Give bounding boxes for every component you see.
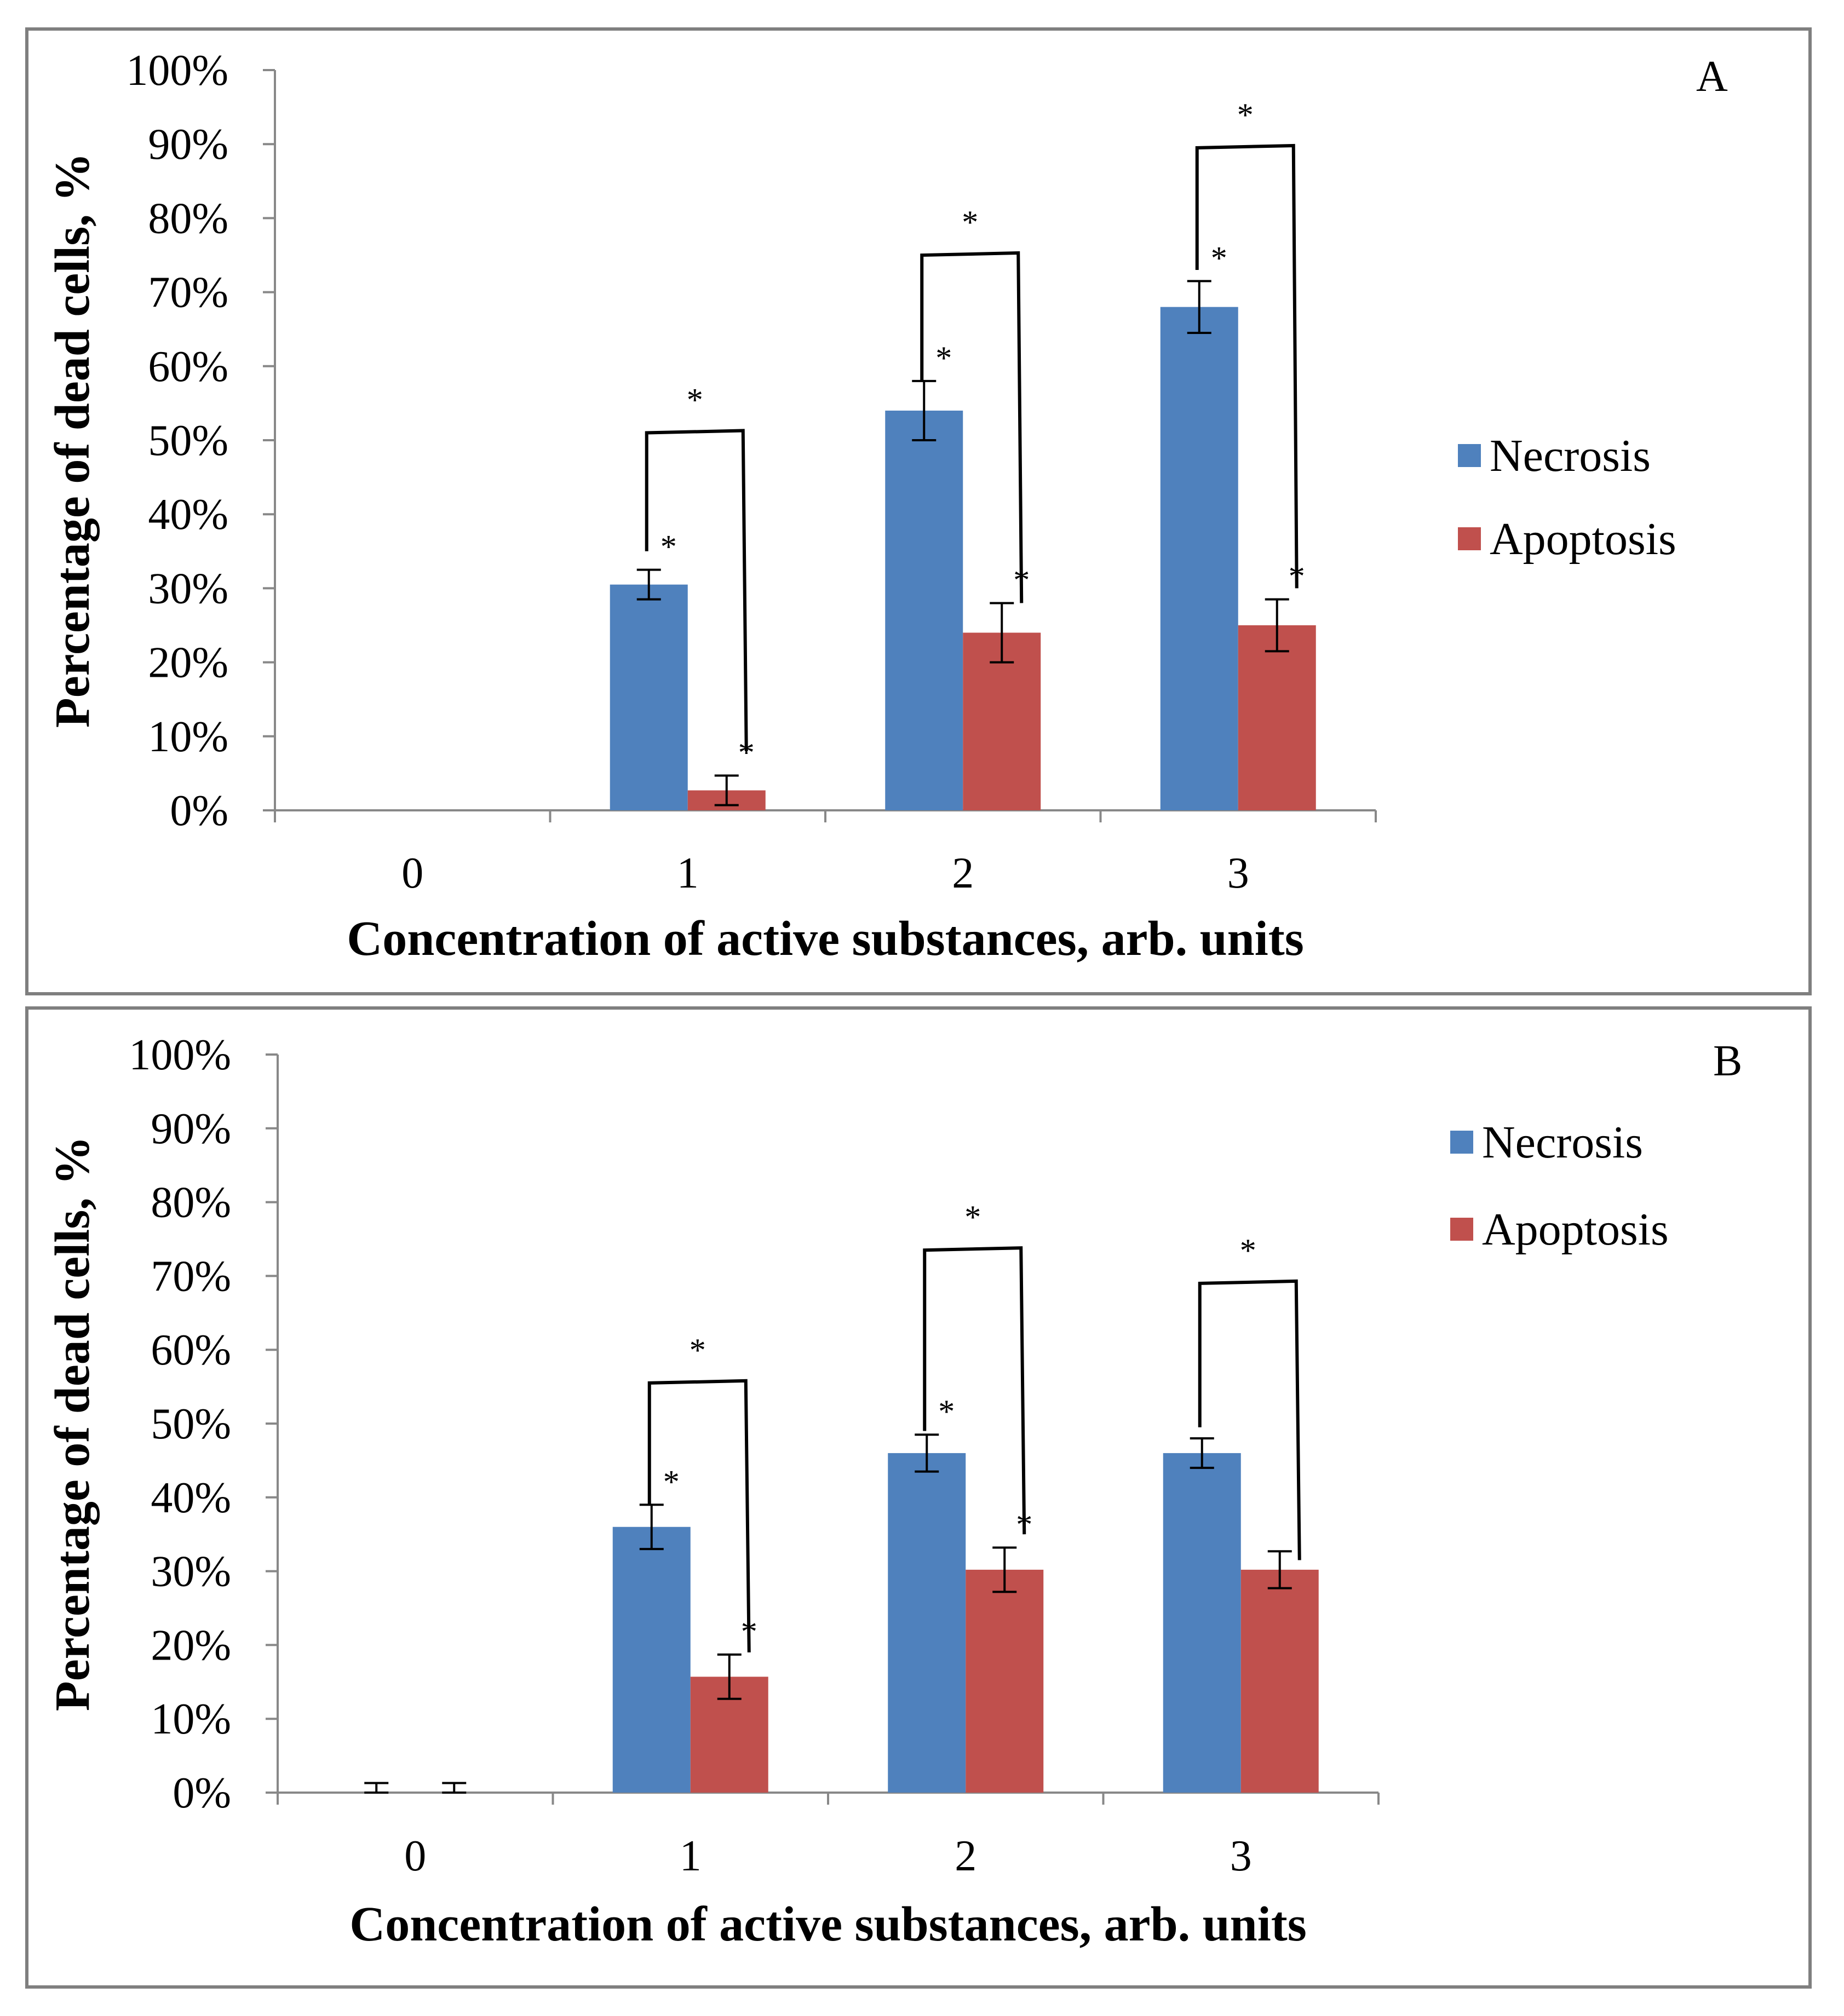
x-tick-label: 1 — [680, 1832, 702, 1880]
x-axis-title: Concentration of active substances, arb.… — [349, 1897, 1307, 1951]
significance-star: * — [938, 1393, 955, 1430]
apoptosis-bar — [966, 1569, 1044, 1793]
legend-label: Apoptosis — [1482, 1204, 1669, 1255]
x-tick-label: 0 — [404, 1832, 426, 1880]
significance-star: * — [1211, 240, 1227, 276]
error-bar — [442, 1782, 467, 1794]
bracket-line — [647, 1379, 751, 1652]
legend: Necrosis Apoptosis — [1458, 430, 1676, 565]
x-tick-label: 3 — [1227, 849, 1249, 897]
y-tick-label: 90% — [148, 120, 228, 169]
significance-bracket: * — [920, 204, 1024, 603]
y-tick-label: 50% — [151, 1400, 231, 1448]
y-tick-label: 80% — [148, 194, 228, 243]
y-tick-label: 70% — [148, 269, 228, 317]
y-axis-title: Percentage of dead cells, % — [45, 1136, 100, 1712]
panel-letter: B — [1713, 1037, 1742, 1085]
error-bar — [636, 568, 661, 601]
error-bar — [912, 379, 937, 441]
legend-swatch — [1458, 527, 1481, 550]
error-bar — [1267, 1550, 1292, 1589]
apoptosis-bar — [1240, 1569, 1319, 1793]
significance-bracket: * — [1198, 1232, 1301, 1560]
y-tick-label: 40% — [151, 1474, 231, 1522]
significance-star: * — [935, 340, 952, 376]
error-bar — [639, 1504, 664, 1551]
x-tick-label: 2 — [952, 849, 974, 897]
y-tick-label: 30% — [148, 565, 228, 613]
significance-star: * — [660, 529, 677, 565]
x-tick-label: 1 — [677, 849, 699, 897]
error-bar — [364, 1782, 389, 1794]
bracket-star: * — [687, 382, 703, 418]
legend-label: Apoptosis — [1490, 514, 1676, 565]
chart-a-svg: 0% 10% 20% 30% 40% 50% 60% 70% 80% 90% 100% 0 1 2 3 * * *… — [45, 47, 1728, 966]
significance-bracket: * — [647, 1332, 751, 1652]
legend-swatch — [1450, 1218, 1473, 1241]
y-tick-label: 10% — [148, 713, 228, 761]
y-tick-label: 20% — [148, 639, 228, 687]
error-bar — [717, 1653, 742, 1700]
y-tick-label: 100% — [129, 1031, 231, 1079]
legend-label: Necrosis — [1482, 1117, 1643, 1168]
y-tick-label: 40% — [148, 491, 228, 539]
error-bar — [1265, 598, 1289, 653]
bracket-star: * — [964, 1199, 981, 1235]
bracket-star: * — [962, 204, 978, 240]
significance-star: * — [663, 1464, 680, 1500]
y-tick-label: 80% — [151, 1179, 231, 1227]
y-tick-label: 0% — [173, 1769, 231, 1817]
necrosis-bar — [888, 1453, 966, 1793]
necrosis-bar — [885, 410, 963, 810]
error-bar — [992, 1546, 1017, 1593]
legend-swatch — [1458, 444, 1481, 467]
bracket-line — [1198, 1279, 1301, 1560]
necrosis-bar — [610, 584, 688, 810]
bracket-line — [1195, 143, 1299, 589]
y-tick-label: 60% — [148, 343, 228, 391]
x-axis-title: Concentration of active substances, arb.… — [347, 912, 1304, 966]
y-tick-label: 90% — [151, 1105, 231, 1153]
x-tick-label: 3 — [1230, 1832, 1252, 1880]
legend: Necrosis Apoptosis — [1450, 1117, 1669, 1255]
error-bar — [915, 1433, 939, 1473]
error-bar — [990, 602, 1014, 664]
y-tick-label: 10% — [151, 1695, 231, 1743]
bracket-line — [923, 1246, 1026, 1535]
y-tick-label: 0% — [170, 787, 228, 835]
x-tick-label: 0 — [401, 849, 423, 897]
legend-swatch — [1450, 1131, 1473, 1154]
chart-b-svg: 0% 10% 20% 30% 40% 50% 60% 70% 80% 90% 100% 0 1 2 3 * * *… — [45, 1031, 1742, 1951]
chart-panel-b: 0% 10% 20% 30% 40% 50% 60% 70% 80% 90% 100% 0 1 2 3 * * *… — [25, 1006, 1812, 1989]
y-tick-label: 100% — [126, 47, 228, 95]
y-tick-label: 50% — [148, 417, 228, 465]
y-tick-label: 30% — [151, 1548, 231, 1596]
significance-bracket: * — [923, 1199, 1026, 1535]
x-tick-label: 2 — [955, 1832, 976, 1880]
apoptosis-bar — [1238, 625, 1316, 810]
bracket-star: * — [690, 1332, 706, 1368]
bracket-line — [645, 429, 748, 751]
legend-label: Necrosis — [1490, 430, 1651, 481]
panel-letter: A — [1696, 53, 1728, 101]
error-bar — [714, 774, 739, 807]
y-axis-title: Percentage of dead cells, % — [45, 153, 100, 728]
bracket-line — [920, 251, 1024, 603]
y-tick-label: 20% — [151, 1621, 231, 1669]
bracket-star: * — [1240, 1232, 1256, 1269]
error-bar — [1187, 280, 1211, 334]
error-bar — [1190, 1437, 1214, 1469]
necrosis-bar — [612, 1527, 691, 1793]
y-tick-label: 70% — [151, 1252, 231, 1300]
necrosis-bar — [1163, 1453, 1241, 1793]
y-tick-label: 60% — [151, 1326, 231, 1374]
significance-bracket: * — [645, 382, 748, 751]
significance-bracket: * — [1195, 97, 1299, 589]
bracket-star: * — [1237, 97, 1254, 133]
chart-panel-a: 0% 10% 20% 30% 40% 50% 60% 70% 80% 90% 100% 0 1 2 3 * * *… — [25, 27, 1812, 995]
necrosis-bar — [1160, 307, 1238, 810]
